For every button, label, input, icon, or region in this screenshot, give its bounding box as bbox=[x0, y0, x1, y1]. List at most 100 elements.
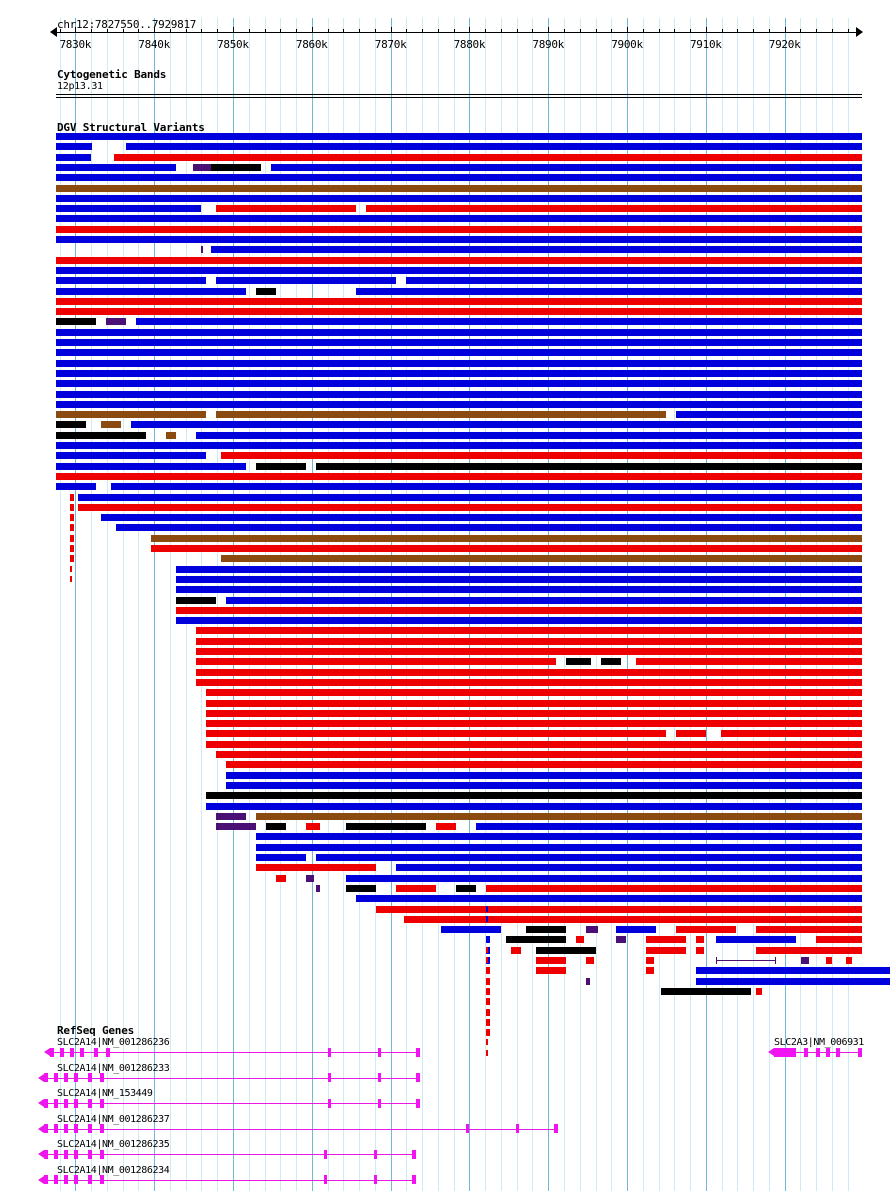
variant-connector[interactable] bbox=[716, 957, 776, 964]
gene-exon[interactable] bbox=[328, 1098, 331, 1108]
dgv-variant-segment[interactable] bbox=[586, 957, 594, 964]
dgv-variant-segment[interactable] bbox=[56, 328, 862, 336]
dgv-variant-segment[interactable] bbox=[56, 462, 246, 470]
gene-exon[interactable] bbox=[328, 1073, 331, 1082]
dgv-variant-segment[interactable] bbox=[396, 864, 862, 872]
dgv-variant-segment[interactable] bbox=[70, 493, 74, 501]
dgv-variant-segment[interactable] bbox=[111, 483, 862, 491]
dgv-variant-segment[interactable] bbox=[346, 823, 426, 831]
gene-exon[interactable] bbox=[64, 1175, 68, 1184]
dgv-variant-segment[interactable] bbox=[356, 895, 862, 903]
gene-exon[interactable] bbox=[88, 1175, 92, 1184]
gene-exon[interactable] bbox=[328, 1047, 331, 1057]
dgv-variant-segment[interactable] bbox=[586, 926, 598, 934]
gene-exon[interactable] bbox=[74, 1149, 78, 1159]
gene-exon[interactable] bbox=[416, 1098, 420, 1108]
dgv-variant-segment[interactable] bbox=[356, 287, 862, 295]
dgv-variant-segment[interactable] bbox=[486, 1018, 490, 1026]
dgv-variant-segment[interactable] bbox=[216, 277, 396, 285]
dgv-variant-segment[interactable] bbox=[316, 854, 862, 861]
dgv-variant-segment[interactable] bbox=[216, 411, 666, 419]
dgv-variant-segment[interactable] bbox=[256, 864, 376, 872]
dgv-variant-segment[interactable] bbox=[201, 246, 203, 254]
dgv-variant-segment[interactable] bbox=[56, 483, 96, 491]
dgv-variant-segment[interactable] bbox=[486, 1029, 490, 1037]
dgv-variant-segment[interactable] bbox=[206, 730, 666, 738]
dgv-variant-segment[interactable] bbox=[226, 761, 862, 769]
dgv-variant-segment[interactable] bbox=[70, 534, 74, 542]
dgv-variant-segment[interactable] bbox=[616, 926, 656, 934]
dgv-variant-segment[interactable] bbox=[206, 740, 862, 748]
dgv-variant-segment[interactable] bbox=[404, 915, 862, 923]
gene-exon[interactable] bbox=[54, 1124, 58, 1133]
dgv-variant-segment[interactable] bbox=[216, 751, 862, 758]
dgv-variant-segment[interactable] bbox=[436, 823, 456, 831]
dgv-variant-segment[interactable] bbox=[221, 555, 862, 563]
dgv-variant-segment[interactable] bbox=[676, 926, 736, 934]
dgv-variant-segment[interactable] bbox=[56, 359, 862, 367]
dgv-variant-segment[interactable] bbox=[346, 884, 376, 892]
dgv-variant-segment[interactable] bbox=[271, 163, 862, 171]
gene-exon[interactable] bbox=[64, 1073, 68, 1082]
dgv-variant-segment[interactable] bbox=[56, 318, 96, 326]
dgv-variant-segment[interactable] bbox=[216, 823, 256, 831]
gene-exon[interactable] bbox=[54, 1098, 58, 1108]
dgv-variant-segment[interactable] bbox=[801, 957, 809, 964]
gene-exon[interactable] bbox=[774, 1047, 796, 1057]
gene-exon[interactable] bbox=[94, 1047, 98, 1057]
dgv-variant-segment[interactable] bbox=[70, 503, 74, 511]
dgv-variant-segment[interactable] bbox=[70, 555, 74, 563]
dgv-variant-segment[interactable] bbox=[166, 431, 176, 439]
dgv-variant-segment[interactable] bbox=[196, 678, 862, 686]
dgv-variant-segment[interactable] bbox=[256, 462, 306, 470]
dgv-variant-segment[interactable] bbox=[70, 514, 74, 522]
gene-exon[interactable] bbox=[54, 1175, 58, 1184]
gene-exon[interactable] bbox=[44, 1073, 48, 1082]
dgv-variant-segment[interactable] bbox=[721, 730, 862, 738]
gene-exon[interactable] bbox=[416, 1047, 420, 1057]
dgv-variant-segment[interactable] bbox=[78, 503, 862, 511]
dgv-variant-segment[interactable] bbox=[486, 998, 490, 1006]
dgv-variant-segment[interactable] bbox=[56, 266, 862, 274]
dgv-variant-segment[interactable] bbox=[56, 411, 206, 419]
dgv-variant-segment[interactable] bbox=[536, 957, 566, 964]
gene-exon[interactable] bbox=[88, 1073, 92, 1082]
dgv-variant-segment[interactable] bbox=[196, 648, 862, 655]
dgv-variant-segment[interactable] bbox=[646, 936, 686, 944]
dgv-variant-segment[interactable] bbox=[486, 936, 490, 944]
gene-exon[interactable] bbox=[64, 1098, 68, 1108]
dgv-variant-segment[interactable] bbox=[646, 967, 654, 975]
gene-exon[interactable] bbox=[466, 1124, 469, 1133]
dgv-variant-segment[interactable] bbox=[56, 184, 862, 192]
dgv-variant-segment[interactable] bbox=[56, 277, 206, 285]
gene-exon[interactable] bbox=[100, 1175, 104, 1184]
gene-exon[interactable] bbox=[100, 1098, 104, 1108]
dgv-variant-segment[interactable] bbox=[221, 452, 862, 460]
dgv-variant-segment[interactable] bbox=[486, 987, 490, 995]
dgv-variant-segment[interactable] bbox=[486, 946, 490, 954]
dgv-variant-segment[interactable] bbox=[56, 287, 246, 295]
gene-exon[interactable] bbox=[88, 1149, 92, 1159]
gene-exon[interactable] bbox=[804, 1047, 808, 1057]
dgv-variant-segment[interactable] bbox=[131, 421, 862, 429]
dgv-variant-segment[interactable] bbox=[636, 658, 862, 666]
dgv-variant-segment[interactable] bbox=[601, 658, 621, 666]
dgv-variant-segment[interactable] bbox=[536, 967, 566, 975]
dgv-variant-segment[interactable] bbox=[206, 802, 862, 810]
dgv-variant-segment[interactable] bbox=[196, 637, 862, 645]
dgv-variant-segment[interactable] bbox=[56, 236, 862, 243]
dgv-variant-segment[interactable] bbox=[196, 627, 862, 635]
dgv-variant-segment[interactable] bbox=[756, 987, 762, 995]
dgv-variant-segment[interactable] bbox=[206, 699, 862, 707]
dgv-variant-segment[interactable] bbox=[78, 493, 862, 501]
gene-exon[interactable] bbox=[80, 1047, 84, 1057]
gene-exon[interactable] bbox=[74, 1098, 78, 1108]
gene-exon[interactable] bbox=[70, 1047, 74, 1057]
dgv-variant-segment[interactable] bbox=[206, 709, 862, 717]
dgv-variant-segment[interactable] bbox=[176, 586, 862, 594]
dgv-variant-segment[interactable] bbox=[56, 400, 862, 408]
dgv-variant-segment[interactable] bbox=[56, 194, 862, 202]
dgv-variant-segment[interactable] bbox=[696, 936, 704, 944]
dgv-variant-segment[interactable] bbox=[511, 946, 521, 954]
gene-exon[interactable] bbox=[374, 1149, 377, 1159]
